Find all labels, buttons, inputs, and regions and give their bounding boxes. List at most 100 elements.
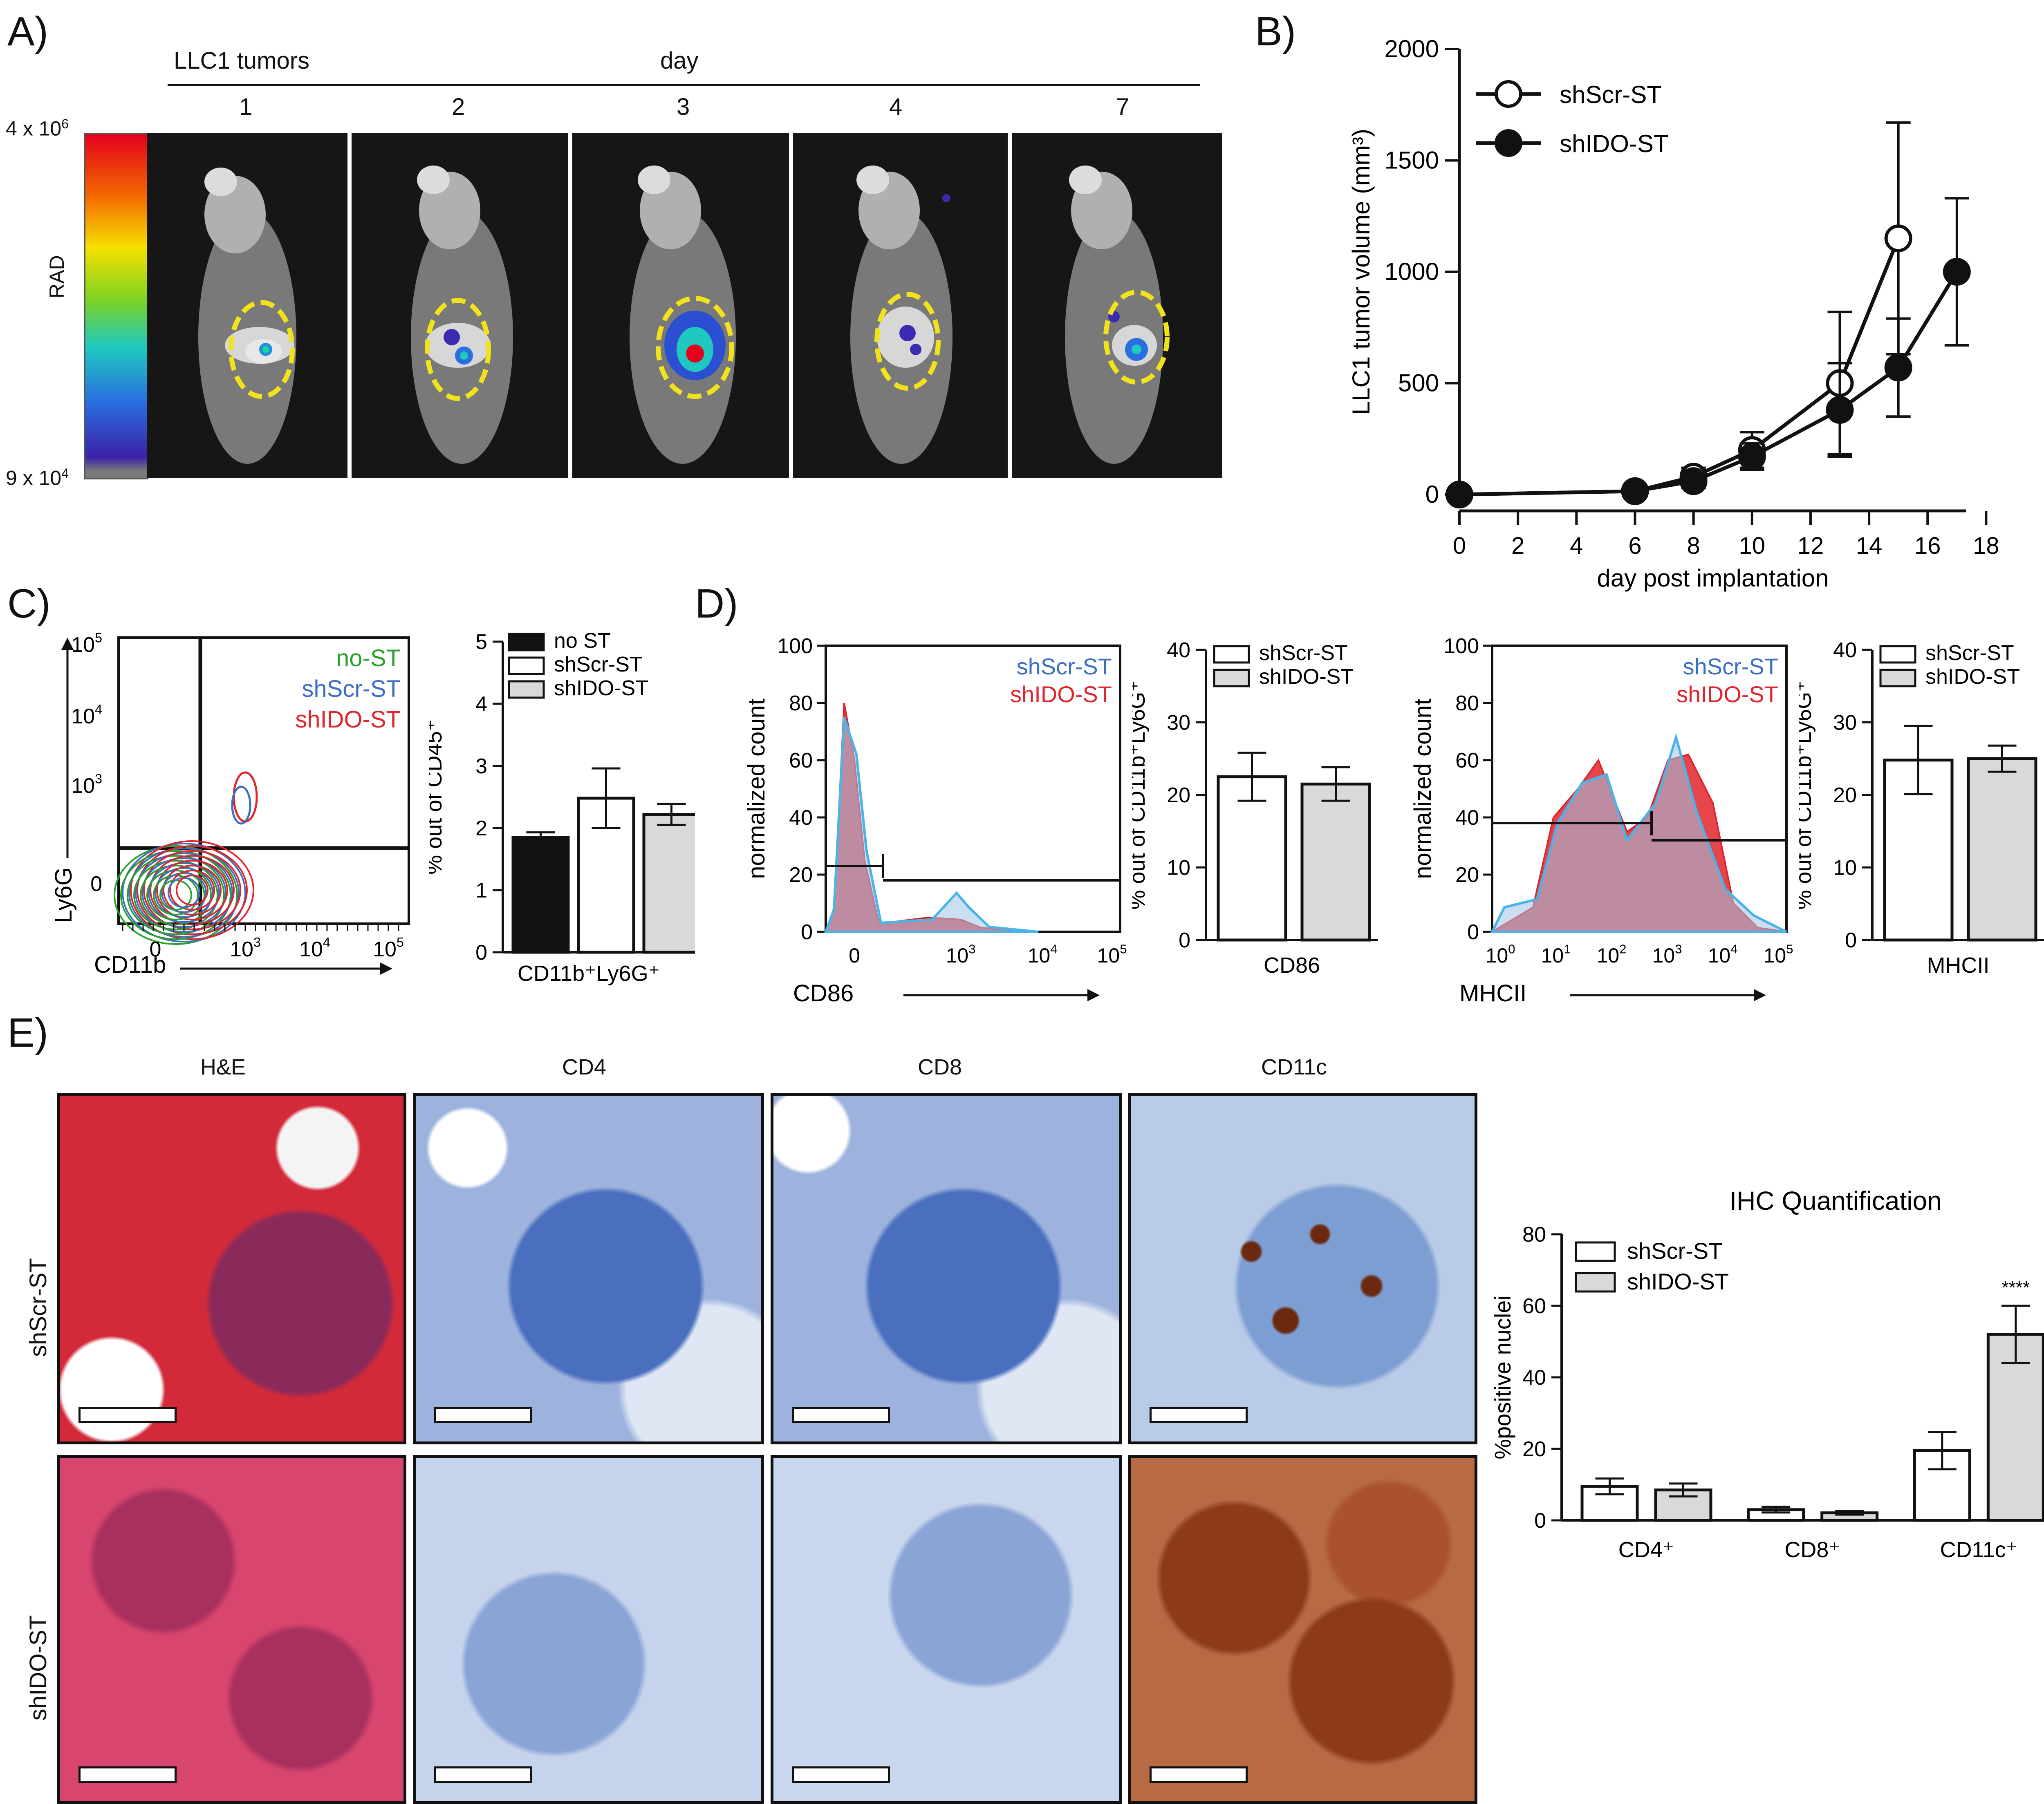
x-tick-label: 16: [1914, 533, 1941, 559]
x-tick-label: 2: [1511, 533, 1524, 559]
contour-shScr-ST: [161, 872, 207, 913]
scale-top-label: 4 x 106: [6, 116, 69, 141]
y-tick-label: 1000: [1385, 258, 1439, 285]
y-tick-label: 40: [789, 806, 813, 830]
y-tick-label: 0: [1534, 1509, 1546, 1533]
legend-label: shScr-ST: [1925, 641, 2014, 665]
legend-marker: [1495, 80, 1522, 108]
data-point-shIDO-ST: [1826, 396, 1854, 424]
y-axis-label: % out of CD11b⁺Ly6G⁺: [1132, 680, 1150, 909]
x-tick-label: CD4⁺: [1618, 1538, 1674, 1562]
panel-e-micrographs: H&E CD4 CD8 CD11c shScr-ST shIDO-ST: [0, 1022, 1477, 1804]
x-tick-label: 4: [1570, 533, 1583, 559]
stain-label-cd4: CD4: [562, 1055, 607, 1079]
legend-swatch: [1213, 645, 1250, 664]
contour-shIDO-ST: [156, 860, 228, 920]
legend-swatch: [1879, 669, 1916, 687]
legend-swatch: [1575, 1241, 1616, 1262]
scale-bottom-text: 9 x 10: [6, 466, 62, 490]
y-tick-label: 40: [1167, 638, 1190, 662]
x-tick-label: 12: [1797, 533, 1824, 559]
x-tick-label: 103: [1652, 942, 1682, 967]
chart-e-ihc-quantification: IHC Quantification 0 20 40 60 80 %positive nuc…: [1490, 1186, 2044, 1562]
y-tick-label: 0: [1179, 929, 1190, 952]
y-tick-label: 80: [1522, 1223, 1546, 1247]
y-axis-label: LLC1 tumor volume (mm³): [1347, 129, 1375, 415]
contour-shScr-ST: [155, 867, 213, 918]
x-tick-label: CD8⁺: [1784, 1538, 1840, 1562]
mouse-image-day1: [147, 133, 347, 478]
data-point-shIDO-ST: [1446, 481, 1473, 508]
y-tick-label: 0: [475, 941, 487, 965]
x-axis-label: MHCII: [1927, 953, 1990, 978]
y-tick-label: 0: [801, 920, 813, 944]
legend-label: shScr-ST: [1683, 654, 1778, 679]
y-tick-label: 0: [90, 872, 102, 896]
data-point-shIDO-ST: [1943, 258, 1971, 286]
y-tick-label: 60: [789, 749, 813, 772]
mouse-image-day4: [793, 133, 1008, 478]
significance-annotation: ****: [2002, 1278, 2030, 1298]
row-label-shscr: shScr-ST: [25, 1258, 52, 1357]
rad-label: RAD: [45, 255, 68, 298]
y-tick-label: 10: [1833, 856, 1857, 880]
micrograph-he-shscr: [57, 1093, 406, 1444]
x-axis-label: CD11b: [94, 951, 166, 978]
data-point-shIDO-ST: [1621, 477, 1649, 505]
y-tick-label: 1500: [1385, 147, 1439, 174]
panel-label-b: B): [1255, 9, 1296, 54]
x-tick-label: 18: [1973, 533, 1999, 559]
legend-marker: [1495, 129, 1522, 157]
contour-shIDO-ST: [163, 865, 222, 915]
x-axis-label: CD86: [1264, 953, 1320, 978]
series-line-shIDO-ST: [1459, 271, 1959, 497]
x-tick-label: 105: [373, 935, 404, 961]
x-tick-label: 105: [1764, 942, 1793, 967]
stain-label-cd8: CD8: [918, 1055, 962, 1079]
y-tick-label: 20: [1167, 783, 1190, 807]
mouse-drawing-day1: [198, 168, 296, 464]
histogram-shScr-ST: [824, 717, 1039, 933]
scale-bar: [434, 1407, 532, 1423]
x-tick-label: 100: [1486, 942, 1515, 967]
scale-bar: [434, 1766, 532, 1783]
scale-bar: [792, 1407, 890, 1423]
y-tick-label: 0: [1467, 920, 1479, 944]
x-tick-label: 103: [946, 942, 976, 967]
y-tick-label: 60: [1455, 749, 1479, 772]
x-arrow-head: [380, 962, 392, 975]
radiance-color-scale: [84, 133, 148, 479]
llc1-tumors-header: LLC1 tumors: [174, 47, 310, 74]
y-tick-label: 105: [71, 631, 102, 657]
scale-bottom-exp: 4: [61, 466, 69, 481]
scale-bottom-label: 9 x 104: [6, 466, 69, 490]
y-tick-label: 0: [1845, 929, 1857, 952]
day-label-3: 3: [677, 94, 690, 120]
legend-label: shIDO-ST: [1925, 665, 2020, 689]
y-tick-label: 10: [1167, 856, 1190, 880]
x-arrow-head: [1087, 989, 1100, 1001]
contour-no-ST: [153, 875, 199, 915]
y-tick-label: 0: [1425, 481, 1439, 508]
y-tick-label: 60: [1522, 1294, 1546, 1318]
stain-label-cd11c: CD11c: [1261, 1055, 1327, 1079]
y-tick-label: 20: [1833, 783, 1857, 807]
y-axis-label: Ly6G: [50, 867, 77, 923]
scale-bar: [1150, 1407, 1248, 1423]
legend-swatch: [508, 633, 545, 651]
y-tick-label: 3: [475, 754, 487, 778]
x-tick-label: 104: [299, 935, 330, 961]
contour-shIDO-ST: [137, 845, 248, 935]
bar-shScr-ST: [1217, 775, 1287, 942]
x-tick-label: 0: [1453, 533, 1466, 559]
scale-bar: [78, 1407, 177, 1423]
contour-shIDO-ST: [130, 840, 254, 940]
legend-label: shScr-ST: [1627, 1238, 1722, 1264]
bar-shIDO-ST: [1967, 757, 2037, 942]
panel-label-d: D): [695, 581, 738, 627]
y-tick-label: 20: [1455, 863, 1479, 887]
y-tick-label: 5: [475, 630, 487, 654]
micrograph-cd4-shido: [413, 1455, 764, 1804]
